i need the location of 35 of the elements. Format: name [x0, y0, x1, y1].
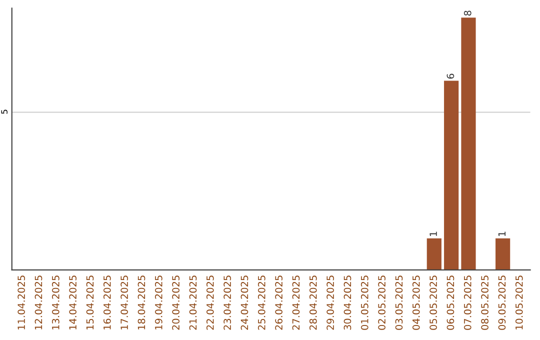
x-tick-label: 10.05.2025 — [515, 276, 523, 330]
x-tick-label: 03.05.2025 — [395, 276, 403, 330]
x-tick-label: 19.04.2025 — [154, 276, 162, 330]
data-label: 1 — [430, 232, 437, 236]
x-tick-label: 04.05.2025 — [412, 276, 420, 330]
data-label: 1 — [498, 232, 506, 236]
x-tick-label: 24.04.2025 — [240, 276, 248, 330]
data-label: 8 — [464, 10, 472, 16]
x-tick-label: 30.04.2025 — [344, 276, 352, 330]
x-tick-label: 08.05.2025 — [481, 276, 488, 330]
x-tick-label: 29.04.2025 — [326, 276, 334, 330]
x-tick-label: 07.05.2025 — [464, 276, 472, 330]
x-tick-label: 25.04.2025 — [258, 276, 266, 330]
x-tick-label: 23.04.2025 — [224, 276, 231, 330]
x-tick-label: 15.04.2025 — [86, 276, 94, 330]
x-tick-label: 18.04.2025 — [138, 276, 146, 330]
data-label: 6 — [446, 74, 454, 79]
x-tick-label: 06.05.2025 — [446, 276, 454, 330]
x-tick-label: 09.05.2025 — [498, 276, 506, 330]
x-tick-label: 20.04.2025 — [172, 276, 180, 330]
y-tick-label: 5 — [1, 110, 8, 114]
x-tick-label: 11.04.2025 — [18, 276, 25, 330]
x-tick-label: 16.04.2025 — [103, 276, 111, 330]
x-tick-label: 21.04.2025 — [189, 276, 197, 330]
x-tick-label: 17.04.2025 — [120, 276, 128, 330]
x-tick-label: 12.04.2025 — [34, 276, 42, 330]
x-tick-label: 01.05.2025 — [360, 276, 368, 330]
x-tick-label: 14.04.2025 — [69, 276, 76, 330]
x-tick-label: 02.05.2025 — [378, 276, 386, 330]
x-tick-label: 28.04.2025 — [309, 276, 317, 330]
x-tick-label: 13.04.2025 — [52, 276, 60, 330]
x-tick-label: 26.04.2025 — [275, 276, 282, 330]
x-tick-label: 22.04.2025 — [206, 276, 214, 330]
x-tick-label: 27.04.2025 — [292, 276, 300, 330]
x-tick-label: 05.05.2025 — [430, 276, 437, 330]
